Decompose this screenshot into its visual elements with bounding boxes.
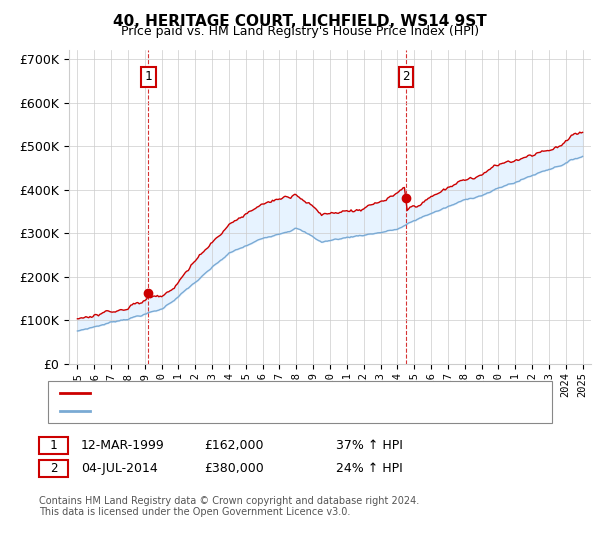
Text: 40, HERITAGE COURT, LICHFIELD, WS14 9ST: 40, HERITAGE COURT, LICHFIELD, WS14 9ST [113,14,487,29]
Text: 24% ↑ HPI: 24% ↑ HPI [336,462,403,475]
Text: Price paid vs. HM Land Registry's House Price Index (HPI): Price paid vs. HM Land Registry's House … [121,25,479,38]
Text: 1: 1 [50,438,57,452]
Text: £162,000: £162,000 [204,438,263,452]
Text: HPI: Average price, detached house, Lichfield: HPI: Average price, detached house, Lich… [96,404,364,418]
Text: 40, HERITAGE COURT, LICHFIELD, WS14 9ST (detached house): 40, HERITAGE COURT, LICHFIELD, WS14 9ST … [96,386,463,399]
Text: 04-JUL-2014: 04-JUL-2014 [81,462,158,475]
Text: £380,000: £380,000 [204,462,264,475]
Text: 1: 1 [145,70,152,83]
Text: 12-MAR-1999: 12-MAR-1999 [81,438,165,452]
Text: 2: 2 [50,462,57,475]
Text: Contains HM Land Registry data © Crown copyright and database right 2024.
This d: Contains HM Land Registry data © Crown c… [39,496,419,517]
Text: 2: 2 [402,70,410,83]
Text: 37% ↑ HPI: 37% ↑ HPI [336,438,403,452]
